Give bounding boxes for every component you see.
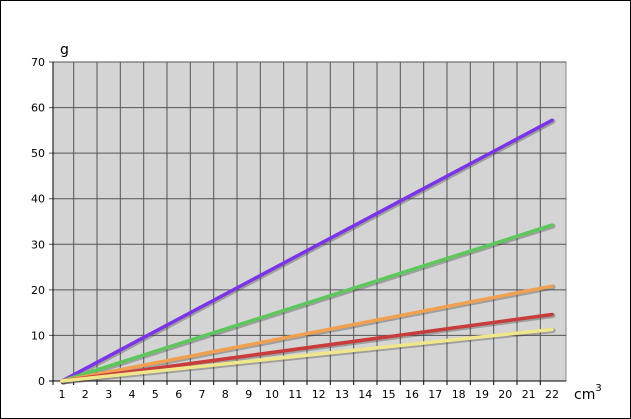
y-tick-labels: 0 10 20 30 40 50 60 70 <box>31 56 45 388</box>
x-tick-label: 11 <box>288 388 302 401</box>
x-axis-label: cm3 <box>574 383 602 403</box>
horizontal-gridlines <box>49 61 566 385</box>
x-tick-label: 12 <box>312 388 326 401</box>
x-tick-label: 13 <box>335 388 349 401</box>
x-tick-label: 20 <box>498 388 512 401</box>
y-tick-label: 50 <box>31 147 45 160</box>
x-tick-label: 8 <box>222 388 229 401</box>
x-tick-label: 7 <box>199 388 206 401</box>
series-line-5 <box>60 327 554 383</box>
x-tick-label: 22 <box>545 388 559 401</box>
y-tick-label: 10 <box>31 329 45 342</box>
x-tick-label: 14 <box>358 388 372 401</box>
y-tick-label: 40 <box>31 193 45 206</box>
plot-area <box>52 61 567 382</box>
x-tick-label: 4 <box>129 388 136 401</box>
y-tick-label: 70 <box>31 56 45 69</box>
x-tick-label: 6 <box>175 388 182 401</box>
x-tick-labels: 1 2 3 4 5 6 7 8 9 10 11 12 13 14 15 16 17 18 19 20 21 22 <box>59 388 560 401</box>
x-tick-label: 21 <box>522 388 536 401</box>
x-axis-label-superscript: 3 <box>595 383 601 394</box>
y-tick-label: 30 <box>31 238 45 251</box>
series-line-1 <box>60 118 554 383</box>
y-tick-label: 20 <box>31 284 45 297</box>
x-tick-label: 18 <box>452 388 466 401</box>
y-tick-label: 0 <box>38 375 45 388</box>
y-axis-label: g <box>60 42 69 58</box>
x-tick-label: 10 <box>265 388 279 401</box>
series-line-3 <box>60 284 554 383</box>
series-line-2 <box>60 223 554 383</box>
x-tick-label: 5 <box>152 388 159 401</box>
x-tick-label: 17 <box>428 388 442 401</box>
x-tick-label: 19 <box>475 388 489 401</box>
x-tick-label: 2 <box>82 388 89 401</box>
x-axis-label-unit: cm <box>574 387 595 403</box>
x-tick-label: 9 <box>245 388 252 401</box>
y-tick-label: 60 <box>31 102 45 115</box>
series-line-4 <box>60 312 554 383</box>
x-tick-label: 16 <box>405 388 419 401</box>
data-series <box>60 118 556 385</box>
x-tick-label: 15 <box>382 388 396 401</box>
x-tick-label: 3 <box>105 388 112 401</box>
x-tick-label: 1 <box>59 388 66 401</box>
vertical-gridlines <box>73 62 541 381</box>
